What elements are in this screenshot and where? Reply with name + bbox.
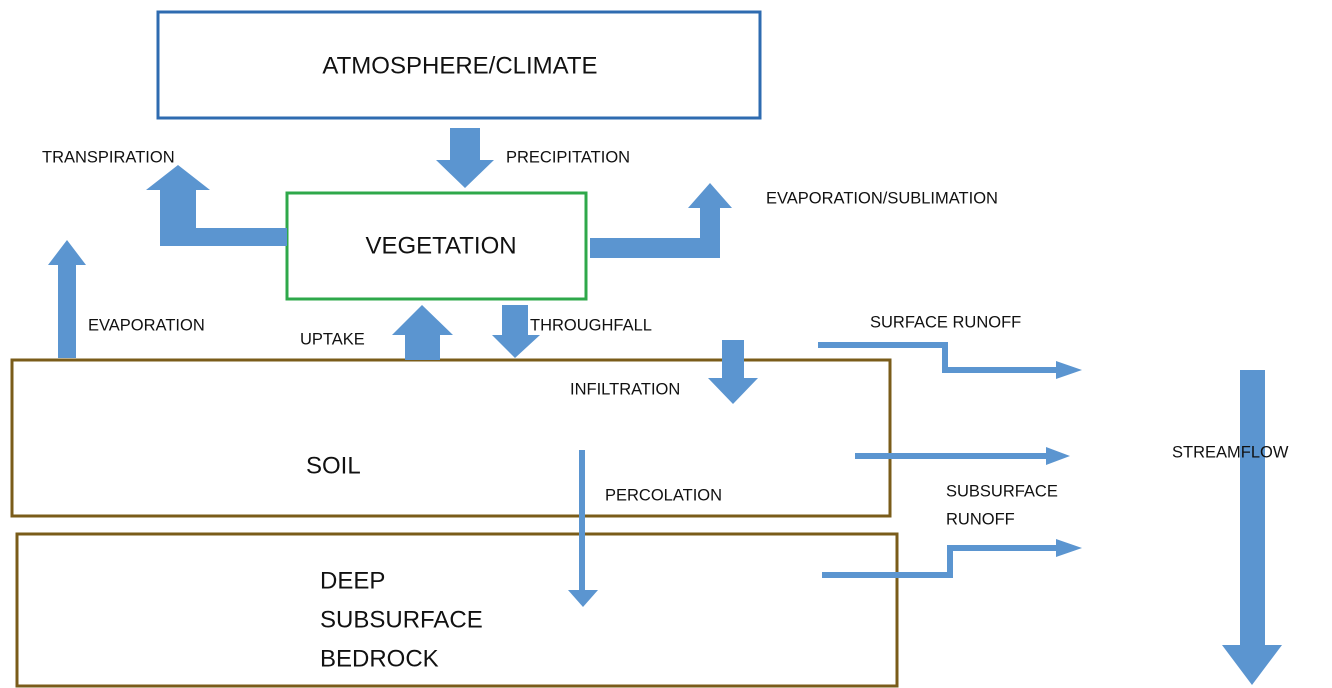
- flow-label: PERCOLATION: [605, 486, 722, 504]
- transpiration-arrow: [146, 165, 287, 246]
- soil-box: [10, 358, 892, 518]
- deep-box: [15, 532, 899, 688]
- flow-label: EVAPORATION: [88, 316, 205, 334]
- box-label: SOIL: [306, 452, 361, 479]
- infiltration-arrow: [708, 340, 758, 404]
- box-label: VEGETATION: [365, 232, 516, 259]
- box-label: BEDROCK: [320, 645, 439, 672]
- uptake-arrow: [392, 305, 453, 360]
- flow-label: PRECIPITATION: [506, 148, 630, 166]
- streamflow-arrow: [1222, 370, 1282, 685]
- throughfall-arrow: [492, 305, 540, 358]
- flow-label: SURFACE RUNOFF: [870, 313, 1021, 331]
- subsurface-runoff-arrow: [822, 545, 1058, 578]
- box-label: ATMOSPHERE/CLIMATE: [322, 52, 597, 79]
- subsurface-runoff-head: [1056, 539, 1082, 557]
- soil-runoff-head: [1046, 447, 1070, 465]
- flow-label: THROUGHFALL: [530, 316, 652, 334]
- precipitation-arrow: [436, 128, 494, 188]
- box-label: DEEP: [320, 567, 385, 594]
- evaporation-sublimation-arrow: [590, 183, 732, 258]
- surface-runoff-head: [1056, 361, 1082, 379]
- flow-label: UPTAKE: [300, 330, 365, 348]
- surface-runoff-arrow: [818, 342, 1058, 373]
- percolation-head: [568, 590, 598, 607]
- flow-label: EVAPORATION/SUBLIMATION: [766, 189, 998, 207]
- flow-label: RUNOFF: [946, 510, 1015, 528]
- flow-label: SUBSURFACE: [946, 482, 1058, 500]
- flow-label: TRANSPIRATION: [42, 148, 175, 166]
- flow-label: STREAMFLOW: [1172, 443, 1289, 461]
- atmosphere-box: [156, 10, 762, 120]
- box-label: SUBSURFACE: [320, 606, 483, 633]
- evaporation-arrow: [48, 240, 86, 358]
- flow-label: INFILTRATION: [570, 380, 680, 398]
